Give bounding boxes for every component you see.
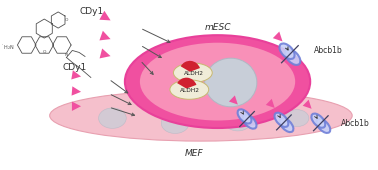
Ellipse shape [285, 49, 301, 65]
Text: CDy1: CDy1 [80, 7, 104, 16]
Polygon shape [99, 31, 111, 40]
Polygon shape [72, 102, 81, 111]
Ellipse shape [274, 113, 288, 127]
Polygon shape [99, 48, 111, 58]
Polygon shape [273, 31, 282, 41]
Ellipse shape [279, 118, 293, 132]
Text: N: N [65, 53, 68, 57]
Text: O: O [43, 50, 46, 54]
Text: $^\cdot$H$_2$N: $^\cdot$H$_2$N [1, 43, 15, 52]
Ellipse shape [125, 35, 310, 128]
Ellipse shape [170, 80, 209, 99]
Polygon shape [71, 86, 81, 96]
Ellipse shape [174, 63, 212, 82]
Ellipse shape [224, 110, 252, 131]
Ellipse shape [243, 114, 257, 129]
Ellipse shape [316, 119, 330, 133]
Ellipse shape [140, 43, 295, 121]
Ellipse shape [238, 109, 251, 124]
Text: O: O [64, 18, 68, 22]
Polygon shape [303, 100, 311, 109]
Polygon shape [99, 11, 111, 20]
Ellipse shape [279, 44, 294, 59]
Ellipse shape [311, 114, 325, 128]
Ellipse shape [99, 108, 126, 128]
Text: CDy1: CDy1 [63, 64, 87, 72]
Polygon shape [71, 70, 81, 80]
Text: mESC: mESC [204, 23, 231, 32]
Text: Abcb1b: Abcb1b [314, 46, 342, 55]
Text: ALDH2: ALDH2 [184, 71, 204, 76]
Ellipse shape [204, 58, 257, 107]
Ellipse shape [285, 110, 309, 127]
Wedge shape [177, 78, 197, 89]
Polygon shape [266, 99, 275, 108]
Text: MEF: MEF [184, 149, 203, 157]
Ellipse shape [161, 113, 189, 133]
Polygon shape [229, 95, 238, 105]
Ellipse shape [50, 90, 352, 141]
Text: ALDH2: ALDH2 [180, 88, 200, 93]
Text: Abcb1b: Abcb1b [341, 119, 370, 128]
Wedge shape [181, 61, 200, 72]
